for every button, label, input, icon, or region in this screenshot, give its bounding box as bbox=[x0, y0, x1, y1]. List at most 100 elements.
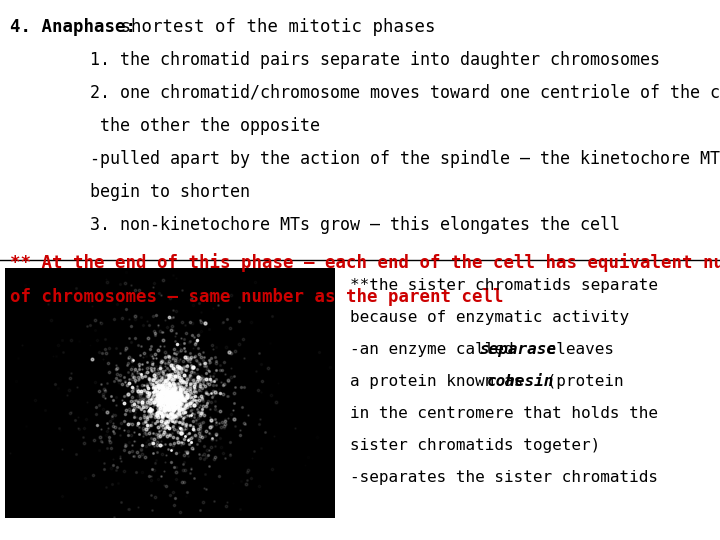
Point bbox=[166, 375, 177, 384]
Point bbox=[167, 386, 179, 395]
Point bbox=[164, 391, 176, 400]
Point bbox=[148, 370, 160, 379]
Point bbox=[182, 357, 194, 366]
Point bbox=[161, 352, 172, 361]
Point bbox=[159, 395, 171, 403]
Point bbox=[163, 395, 175, 404]
Point bbox=[167, 397, 179, 406]
Point bbox=[186, 294, 198, 302]
Point bbox=[163, 352, 175, 361]
Point bbox=[171, 390, 183, 399]
Point bbox=[174, 398, 185, 407]
Point bbox=[169, 395, 181, 403]
Point bbox=[220, 415, 231, 424]
Point bbox=[123, 375, 135, 383]
Point bbox=[161, 382, 172, 391]
Point bbox=[171, 463, 182, 471]
Point bbox=[158, 383, 170, 392]
Point bbox=[225, 291, 237, 300]
Point bbox=[162, 393, 174, 402]
Point bbox=[154, 372, 166, 381]
Point bbox=[184, 370, 196, 379]
Point bbox=[193, 377, 204, 386]
Point bbox=[192, 372, 204, 381]
Text: because of enzymatic activity: because of enzymatic activity bbox=[350, 310, 629, 325]
Point bbox=[163, 401, 175, 409]
Point bbox=[217, 318, 228, 327]
Point bbox=[100, 430, 112, 439]
Point bbox=[150, 418, 161, 427]
Point bbox=[172, 402, 184, 411]
Point bbox=[201, 389, 212, 397]
Point bbox=[158, 403, 170, 412]
Point bbox=[166, 393, 177, 402]
Point bbox=[194, 299, 205, 308]
Point bbox=[112, 369, 123, 378]
Point bbox=[164, 393, 176, 402]
Point bbox=[163, 410, 174, 419]
Point bbox=[165, 394, 176, 402]
Point bbox=[194, 329, 205, 338]
Point bbox=[158, 395, 169, 403]
Point bbox=[99, 386, 111, 395]
Point bbox=[140, 387, 151, 395]
Point bbox=[154, 380, 166, 388]
Point bbox=[161, 387, 173, 396]
Point bbox=[179, 413, 190, 422]
Point bbox=[164, 392, 176, 400]
Point bbox=[312, 433, 323, 442]
Point bbox=[168, 382, 179, 391]
Point bbox=[165, 389, 176, 398]
Point bbox=[169, 402, 181, 411]
Point bbox=[158, 394, 170, 403]
Point bbox=[192, 401, 203, 409]
Point bbox=[205, 422, 217, 430]
Point bbox=[166, 354, 178, 363]
Point bbox=[253, 348, 264, 357]
Point bbox=[155, 393, 166, 402]
Point bbox=[161, 409, 172, 417]
Point bbox=[155, 396, 166, 404]
Point bbox=[148, 398, 160, 407]
Point bbox=[122, 420, 134, 429]
Point bbox=[189, 382, 200, 390]
Point bbox=[167, 306, 179, 314]
Point bbox=[160, 382, 171, 390]
Point bbox=[19, 280, 31, 289]
Point bbox=[163, 392, 175, 400]
Point bbox=[163, 395, 174, 403]
Point bbox=[163, 396, 175, 404]
Point bbox=[174, 391, 186, 400]
Point bbox=[161, 388, 172, 397]
Point bbox=[145, 364, 157, 373]
Point bbox=[161, 396, 173, 405]
Point bbox=[134, 392, 145, 401]
Point bbox=[164, 397, 176, 406]
Point bbox=[139, 394, 150, 402]
Point bbox=[140, 402, 151, 411]
Point bbox=[148, 278, 160, 287]
Point bbox=[161, 386, 173, 394]
Point bbox=[120, 406, 132, 414]
Point bbox=[162, 352, 174, 360]
Point bbox=[153, 413, 164, 421]
Point bbox=[174, 402, 186, 411]
Point bbox=[289, 423, 300, 432]
Point bbox=[145, 421, 156, 429]
Point bbox=[166, 390, 178, 399]
Point bbox=[125, 338, 137, 347]
Point bbox=[114, 280, 126, 289]
Point bbox=[167, 400, 179, 409]
Point bbox=[180, 390, 192, 399]
Point bbox=[163, 394, 175, 402]
Point bbox=[141, 368, 153, 376]
Point bbox=[107, 409, 119, 418]
Point bbox=[169, 397, 181, 406]
Point bbox=[193, 450, 204, 458]
Point bbox=[96, 437, 107, 445]
Point bbox=[141, 397, 153, 406]
Point bbox=[167, 382, 179, 391]
Point bbox=[214, 418, 225, 427]
Point bbox=[189, 396, 201, 404]
Point bbox=[170, 448, 181, 457]
